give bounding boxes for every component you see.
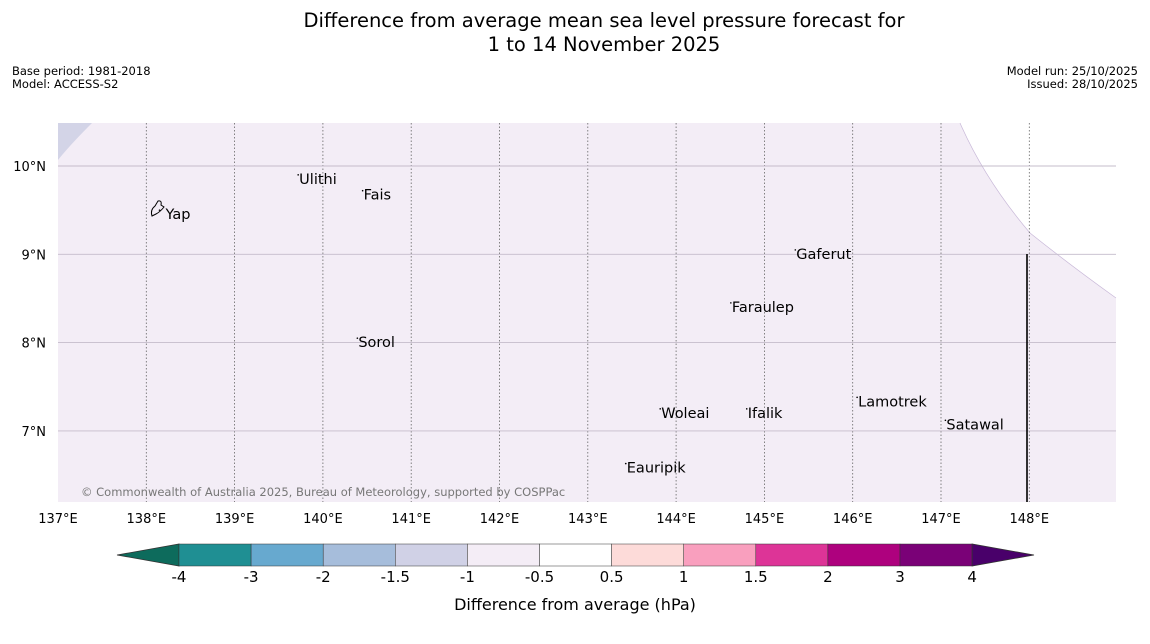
map-title: Difference from average mean sea level p… (0, 9, 1150, 57)
place-label: Gaferut (796, 247, 851, 263)
place-marker (659, 408, 662, 410)
place-marker (361, 189, 364, 192)
colorbar-tick: -3 (244, 568, 259, 586)
lon-tick-label: 137°E (38, 512, 78, 527)
lon-tick-label: 139°E (215, 512, 255, 527)
colorbar-segment (755, 543, 829, 567)
lon-tick-label: 141°E (391, 512, 431, 527)
place-marker (158, 209, 161, 211)
model-run: Model run: 25/10/2025 (1006, 64, 1138, 78)
place-label: Lamotrek (858, 394, 927, 410)
lat-tick-label: 10°N (13, 160, 46, 175)
colorbar-segment (178, 543, 252, 567)
colorbar-tick: -1 (460, 568, 475, 586)
place-marker (944, 419, 947, 422)
graticule (58, 123, 1116, 502)
colorbar-segment (322, 543, 396, 567)
colorbar: -4 -3 -2 -1.5 -1 -0.5 0.5 1 1.5 2 3 4 (116, 543, 1035, 586)
colorbar-segment (683, 543, 757, 567)
colorbar-label: Difference from average (hPa) (454, 595, 696, 614)
anomaly-contour (959, 122, 1117, 299)
meta-left: Base period: 1981-2018 Model: ACCESS-S2 (12, 65, 151, 91)
colorbar-tick: 1 (679, 568, 689, 586)
colorbar-extend-low (116, 543, 180, 567)
colorbar-tick: 3 (895, 568, 905, 586)
colorbar-segment (250, 543, 324, 567)
colorbar-tick: 4 (967, 568, 977, 586)
lon-tick-label: 147°E (921, 512, 961, 527)
colorbar-segment (539, 543, 612, 567)
model-name: Model: ACCESS-S2 (12, 77, 119, 91)
base-period: Base period: 1981-2018 (12, 64, 151, 78)
colorbar-tick: -0.5 (525, 568, 554, 586)
place-marker (730, 302, 732, 304)
colorbar-tick: 2 (823, 568, 833, 586)
copyright-text: © Commonwealth of Australia 2025, Bureau… (81, 485, 565, 499)
place-label: Eauripik (627, 461, 686, 477)
colorbar-tick: -4 (172, 568, 187, 586)
colorbar-extend-high (971, 543, 1035, 567)
place-marker (624, 462, 627, 465)
place-label: Woleai (661, 406, 709, 422)
colorbar-tick: -1.5 (381, 568, 410, 586)
place-label: Faraulep (732, 300, 794, 316)
place-marker (794, 249, 797, 251)
title-line-1: Difference from average mean sea level p… (303, 9, 905, 32)
map-field (58, 123, 1116, 502)
place-label: Ifalik (748, 406, 783, 422)
lat-tick-label: 9°N (22, 248, 47, 263)
colorbar-segment (899, 543, 973, 567)
colorbar-tick: 1.5 (744, 568, 768, 586)
lon-tick-label: 148°E (1010, 512, 1050, 527)
lat-tick-label: 7°N (22, 425, 47, 440)
latitude-labels: 10°N 9°N 8°N 7°N (13, 160, 46, 440)
title-line-2: 1 to 14 November 2025 (487, 33, 721, 56)
colorbar-segment (827, 543, 901, 567)
place-label: Sorol (358, 335, 395, 351)
place-marker (356, 337, 359, 339)
lon-tick-label: 143°E (568, 512, 608, 527)
issued-date: Issued: 28/10/2025 (1027, 77, 1138, 91)
lon-tick-label: 142°E (480, 512, 520, 527)
place-label: Satawal (946, 417, 1003, 433)
place-label: Fais (364, 188, 391, 204)
colorbar-tick: 0.5 (600, 568, 624, 586)
colorbar-tick: -2 (316, 568, 331, 586)
longitude-labels: 137°E 138°E 139°E 140°E 141°E 142°E 143°E 144°E… (38, 512, 1049, 527)
lon-tick-label: 144°E (656, 512, 696, 527)
lon-tick-label: 146°E (833, 512, 873, 527)
lon-tick-label: 145°E (745, 512, 785, 527)
lon-tick-label: 138°E (127, 512, 167, 527)
place-marker (856, 396, 858, 399)
place-marker (297, 174, 299, 176)
colorbar-segment (467, 543, 540, 567)
lat-tick-label: 8°N (22, 337, 47, 352)
colorbar-segment (611, 543, 684, 567)
place-label: Yap (165, 207, 191, 223)
meta-right: Model run: 25/10/2025 Issued: 28/10/2025 (1007, 65, 1138, 91)
place-labels: Yap Ulithi Fais Gaferut Faraulep Sorol Lamotre… (158, 172, 1004, 477)
place-marker (745, 408, 748, 410)
yap-island-outline (150, 200, 165, 217)
anomaly-patch-low (58, 123, 92, 160)
lon-tick-label: 140°E (303, 512, 343, 527)
colorbar-segment (395, 543, 468, 567)
place-label: Ulithi (299, 172, 337, 188)
